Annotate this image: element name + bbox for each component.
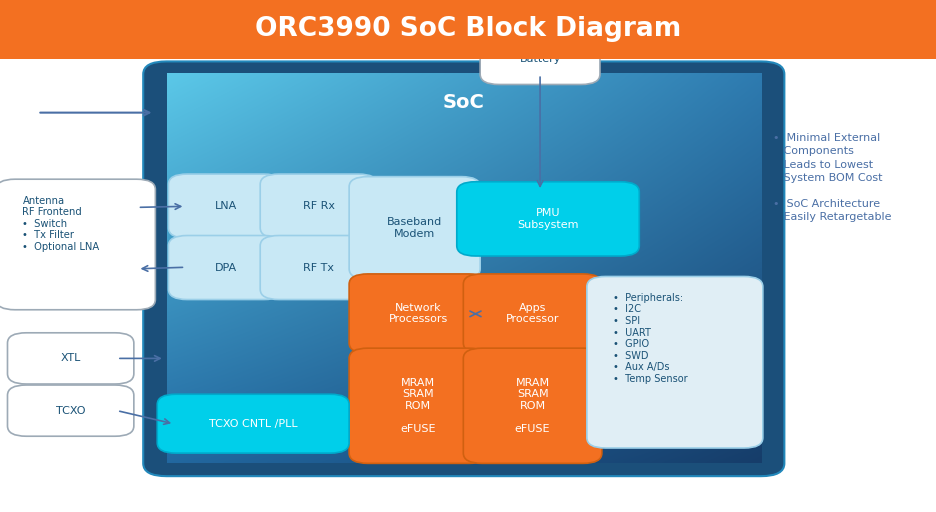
FancyBboxPatch shape (349, 177, 480, 279)
FancyBboxPatch shape (480, 33, 600, 84)
Text: RF Rx: RF Rx (302, 201, 335, 211)
Text: XTL: XTL (61, 353, 80, 364)
Text: SoC: SoC (443, 93, 485, 112)
Text: DPA: DPA (214, 263, 237, 272)
Text: •  Minimal External
   Components
   Leads to Lowest
   System BOM Cost

•  SoC : • Minimal External Components Leads to L… (773, 133, 892, 222)
Text: Network
Processors: Network Processors (388, 303, 448, 325)
Text: ORC3990 SoC Block Diagram: ORC3990 SoC Block Diagram (255, 16, 681, 42)
FancyBboxPatch shape (168, 174, 283, 238)
Text: Battery: Battery (519, 54, 561, 64)
Text: PMU
Subsystem: PMU Subsystem (518, 208, 578, 230)
FancyBboxPatch shape (463, 274, 602, 353)
FancyBboxPatch shape (0, 0, 936, 59)
Text: Antenna
RF Frontend
•  Switch
•  Tx Filter
•  Optional LNA: Antenna RF Frontend • Switch • Tx Filter… (22, 196, 100, 252)
FancyBboxPatch shape (157, 394, 349, 453)
FancyBboxPatch shape (0, 179, 155, 310)
Text: TCXO CNTL /PLL: TCXO CNTL /PLL (209, 419, 298, 429)
FancyBboxPatch shape (7, 333, 134, 384)
Text: MRAM
SRAM
ROM

eFUSE: MRAM SRAM ROM eFUSE (401, 377, 436, 434)
FancyBboxPatch shape (168, 236, 283, 300)
FancyBboxPatch shape (349, 348, 488, 463)
Text: •  Peripherals:
•  I2C
•  SPI
•  UART
•  GPIO
•  SWD
•  Aux A/Ds
•  Temp Sensor: • Peripherals: • I2C • SPI • UART • GPIO… (613, 293, 688, 384)
FancyBboxPatch shape (260, 236, 377, 300)
FancyBboxPatch shape (143, 61, 784, 476)
Text: RF Tx: RF Tx (303, 263, 334, 272)
Text: LNA: LNA (214, 201, 237, 211)
FancyBboxPatch shape (7, 385, 134, 436)
FancyBboxPatch shape (463, 348, 602, 463)
Text: TCXO: TCXO (56, 406, 85, 416)
Text: Baseband
Modem: Baseband Modem (387, 217, 443, 239)
FancyBboxPatch shape (349, 274, 488, 353)
FancyBboxPatch shape (260, 174, 377, 238)
FancyBboxPatch shape (587, 276, 763, 448)
Text: MRAM
SRAM
ROM

eFUSE: MRAM SRAM ROM eFUSE (515, 377, 550, 434)
FancyBboxPatch shape (457, 182, 639, 256)
Text: Apps
Processor: Apps Processor (505, 303, 560, 325)
